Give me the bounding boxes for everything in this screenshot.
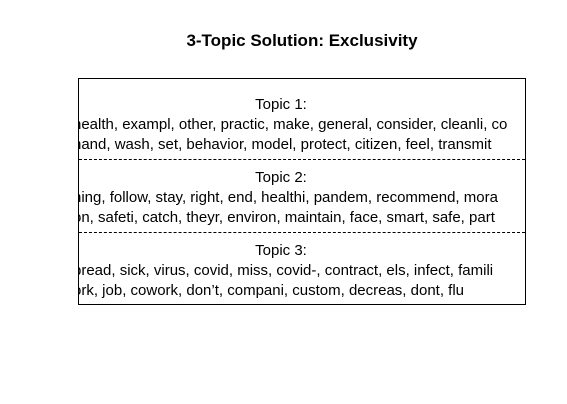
topic-2-label: Topic 2:	[255, 169, 307, 186]
topic-3-label: Topic 3:	[255, 242, 307, 259]
topic-2-words-line-1: hing, follow, stay, right, end, healthi,…	[78, 189, 498, 206]
topic-3-section: Topic 3: pread, sick, virus, covid, miss…	[78, 225, 525, 299]
topic-1-words-line-2: hand, wash, set, behavior, model, protec…	[78, 136, 492, 153]
topic-1-label: Topic 1:	[255, 96, 307, 113]
topic-2-section: Topic 2: hing, follow, stay, right, end,…	[78, 152, 525, 226]
figure-title: 3-Topic Solution: Exclusivity	[186, 31, 418, 50]
topics-box: Topic 1: health, exampl, other, practic,…	[78, 78, 526, 305]
topic-1-words-line-1: health, exampl, other, practic, make, ge…	[78, 116, 508, 133]
topic-3-words-line-2: ork, job, cowork, don’t, compani, custom…	[78, 282, 465, 299]
topic-3-words-line-1: pread, sick, virus, covid, miss, covid-,…	[78, 262, 494, 279]
topic-divider-1	[79, 159, 525, 160]
topic-divider-2	[79, 232, 525, 233]
topic-2-words-line-2: on, safeti, catch, theyr, environ, maint…	[78, 209, 495, 226]
topic-1-section: Topic 1: health, exampl, other, practic,…	[78, 79, 525, 153]
